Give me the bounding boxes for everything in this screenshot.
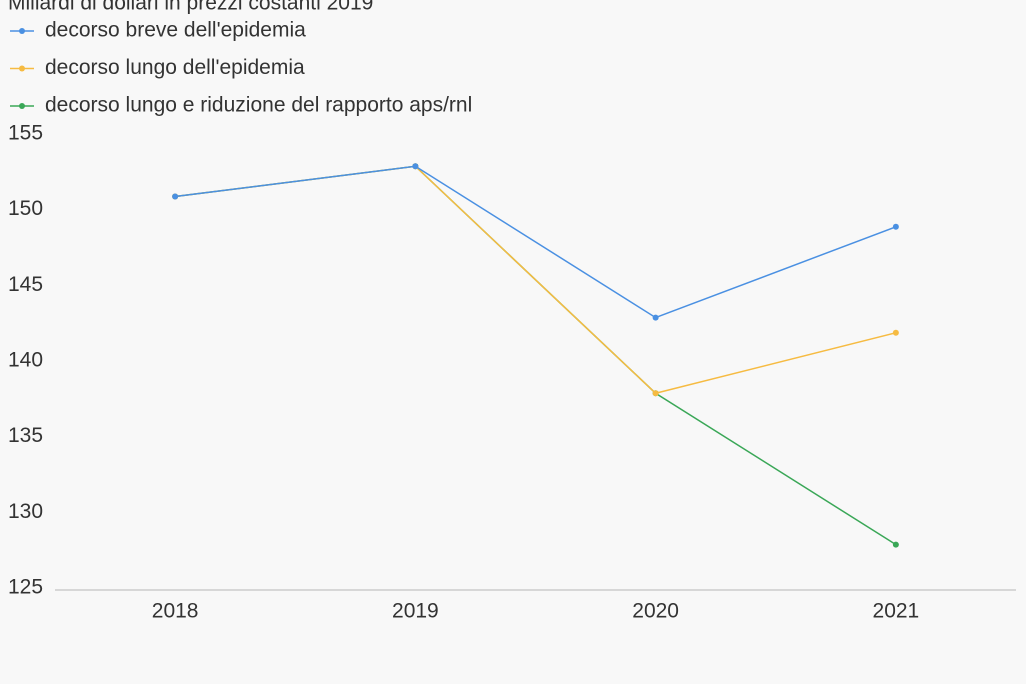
x-tick-label: 2021 xyxy=(873,600,920,623)
legend-label: decorso breve dell'epidemia xyxy=(45,19,306,42)
legend-label: decorso lungo dell'epidemia xyxy=(45,56,305,79)
y-tick-label: 140 xyxy=(8,349,43,372)
x-tick-label: 2019 xyxy=(392,600,439,623)
data-point xyxy=(892,223,899,230)
y-tick-label: 155 xyxy=(8,122,43,145)
y-tick-label: 130 xyxy=(8,500,43,523)
y-tick-label: 145 xyxy=(8,273,43,296)
data-point xyxy=(652,390,659,397)
chart-subtitle: Miliardi di dollari in prezzi costanti 2… xyxy=(8,0,373,15)
data-point xyxy=(892,329,899,336)
x-tick-label: 2018 xyxy=(152,600,199,623)
data-point xyxy=(412,163,419,170)
legend-marker xyxy=(19,65,25,72)
data-point xyxy=(892,541,899,548)
y-tick-label: 135 xyxy=(8,424,43,447)
series-line xyxy=(175,165,897,319)
legend-label: decorso lungo e riduzione del rapporto a… xyxy=(45,94,472,117)
legend-marker xyxy=(19,28,25,34)
y-tick-label: 125 xyxy=(8,576,43,599)
y-tick-label: 150 xyxy=(8,197,43,220)
data-point xyxy=(172,193,179,200)
legend-marker xyxy=(19,103,25,109)
data-point xyxy=(652,314,659,321)
x-tick-label: 2020 xyxy=(632,600,679,623)
